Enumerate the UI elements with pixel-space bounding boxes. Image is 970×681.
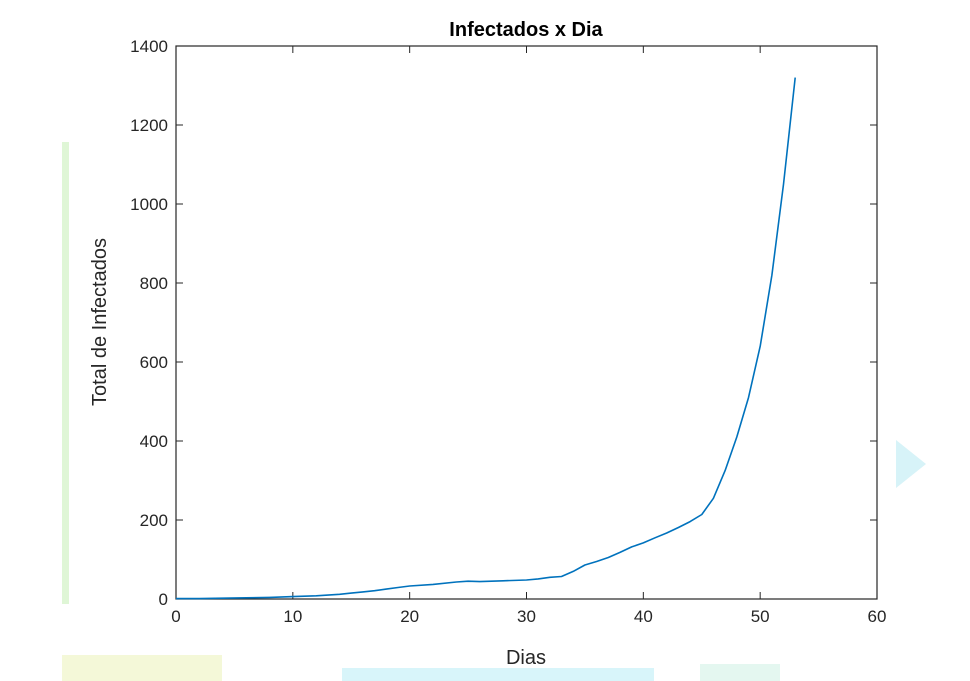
y-tick-label: 0	[159, 590, 168, 609]
x-tick-label: 40	[634, 607, 653, 626]
y-tick-label: 1400	[130, 37, 168, 56]
axes-box	[175, 45, 878, 600]
x-tick-label: 30	[517, 607, 536, 626]
y-tick-label: 1000	[130, 195, 168, 214]
y-tick-label: 1200	[130, 116, 168, 135]
x-tick-label: 50	[751, 607, 770, 626]
x-tick-label: 60	[868, 607, 887, 626]
x-tick-label: 10	[283, 607, 302, 626]
y-axis-label: Total de Infectados	[89, 238, 111, 406]
y-tick-label: 400	[140, 432, 168, 451]
y-tick-label: 200	[140, 511, 168, 530]
y-tick-label: 800	[140, 274, 168, 293]
x-tick-label: 20	[400, 607, 419, 626]
x-axis-label: Dias	[506, 647, 546, 669]
x-tick-label: 0	[171, 607, 180, 626]
y-tick-label: 600	[140, 353, 168, 372]
series-line	[176, 77, 796, 600]
chart-title: Infectados x Dia	[449, 19, 603, 41]
